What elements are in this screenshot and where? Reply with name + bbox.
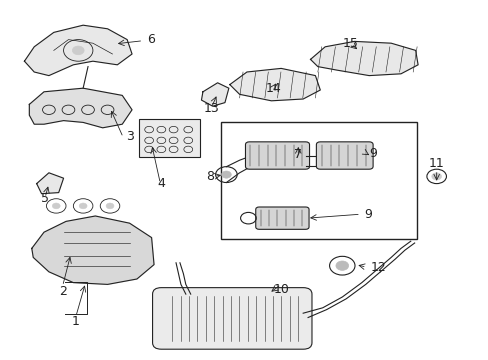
Text: 13: 13 — [203, 102, 219, 114]
Text: 4: 4 — [157, 177, 165, 190]
Circle shape — [52, 203, 60, 209]
Text: 3: 3 — [126, 130, 134, 143]
Polygon shape — [310, 41, 417, 76]
Polygon shape — [37, 173, 63, 194]
FancyBboxPatch shape — [245, 142, 309, 169]
Text: 8: 8 — [206, 170, 214, 183]
Polygon shape — [32, 216, 154, 284]
Text: 11: 11 — [428, 157, 444, 170]
Polygon shape — [29, 88, 132, 128]
FancyBboxPatch shape — [316, 142, 372, 169]
Text: 7: 7 — [294, 148, 302, 161]
Text: 6: 6 — [146, 33, 154, 46]
Polygon shape — [201, 83, 228, 106]
FancyBboxPatch shape — [152, 288, 311, 349]
Text: 2: 2 — [59, 285, 66, 298]
Circle shape — [335, 261, 348, 270]
Polygon shape — [24, 25, 132, 76]
Polygon shape — [229, 68, 320, 101]
Circle shape — [79, 203, 87, 209]
Text: 10: 10 — [273, 283, 288, 296]
Circle shape — [431, 173, 441, 180]
Text: 1: 1 — [72, 315, 80, 328]
Circle shape — [221, 171, 231, 178]
Text: 15: 15 — [343, 37, 358, 50]
Text: 12: 12 — [370, 261, 386, 274]
Bar — [221, 122, 416, 239]
Bar — [139, 119, 200, 157]
Text: 14: 14 — [265, 82, 281, 95]
Text: 9: 9 — [364, 208, 371, 221]
Text: 5: 5 — [41, 192, 49, 204]
Circle shape — [72, 46, 84, 55]
Circle shape — [106, 203, 114, 209]
Text: 9: 9 — [368, 147, 376, 159]
FancyBboxPatch shape — [255, 207, 308, 229]
